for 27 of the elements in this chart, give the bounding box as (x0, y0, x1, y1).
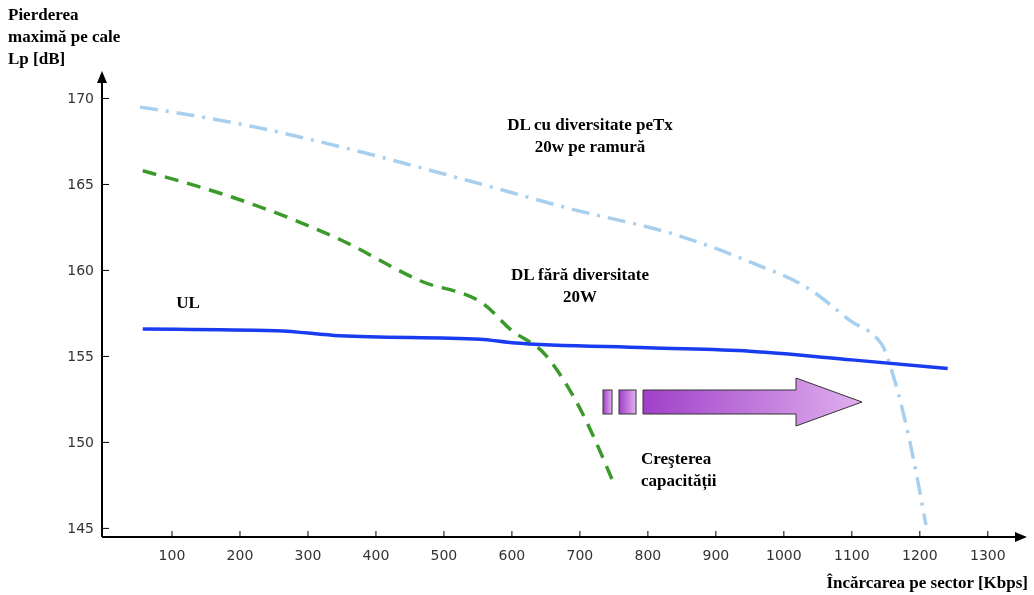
annotation: Creşterea capacității (641, 449, 717, 491)
y-tick-label: 145 (67, 520, 94, 537)
x-axis-title: Încărcarea pe sector [Kbps] (826, 573, 1028, 592)
text: DL cu diversitate peTx 20w pe ramură (507, 115, 674, 156)
y-tick-label: 170 (67, 90, 94, 107)
y-tick-label: 165 (67, 176, 94, 193)
y-tick-label: 155 (67, 348, 94, 365)
line-series (138, 105, 928, 527)
y-tick-label: 160 (67, 262, 94, 279)
x-tick-label: 1000 (766, 547, 802, 563)
series-label: DL fără diversitate 20W (511, 265, 650, 306)
x-tick-label: 900 (702, 547, 730, 563)
y-axis-title: Pierderea maximă pe cale Lp [dB] (8, 5, 121, 68)
x-tick-label: 200 (226, 547, 254, 563)
series-label: UL (176, 293, 200, 312)
line-series (141, 327, 950, 371)
y-tick-label: 150 (67, 434, 94, 451)
x-tick-label: 800 (634, 547, 662, 563)
x-tick-label: 1300 (969, 547, 1006, 563)
x-tick-label: 700 (566, 547, 594, 563)
x-tick-label: 100 (158, 547, 186, 563)
x-tick-label: 400 (362, 547, 390, 563)
x-tick-label: 1100 (834, 547, 870, 563)
x-tick-label: 1200 (902, 547, 938, 563)
x-tick-label: 300 (294, 547, 322, 563)
x-tick-label: 600 (498, 547, 526, 563)
x-tick-label: 500 (430, 547, 458, 563)
